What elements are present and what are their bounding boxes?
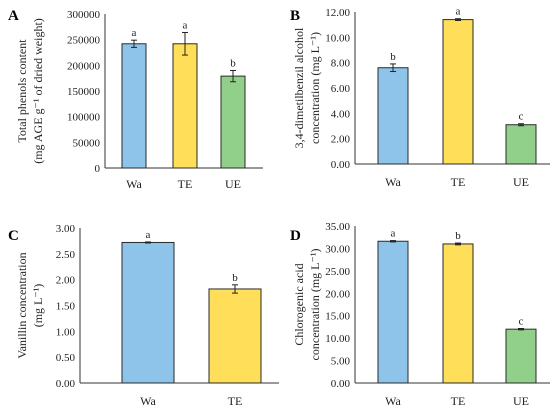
significance-letter: b — [455, 230, 461, 242]
significance-letter: a — [183, 19, 188, 31]
x-category-label: UE — [225, 177, 241, 191]
y-axis-label: concentration (mg L⁻¹) — [308, 32, 322, 144]
significance-letter: c — [519, 111, 524, 123]
x-category-label: UE — [513, 175, 529, 189]
bar-ue — [505, 124, 537, 165]
y-tick-label: 4.00 — [331, 108, 351, 120]
y-tick-label: 12.00 — [325, 7, 350, 19]
error-bar — [455, 18, 461, 21]
y-tick-label: 10.00 — [325, 32, 350, 44]
y-tick-label: 0.00 — [331, 378, 351, 390]
x-category-label: TE — [451, 175, 466, 189]
x-category-label: Wa — [126, 177, 142, 191]
y-tick-label: 25.00 — [325, 266, 350, 278]
x-category-label: Wa — [385, 394, 401, 407]
y-tick-label: 2.50 — [56, 249, 76, 261]
y-tick-label: 3.00 — [56, 223, 76, 235]
bar-wa — [377, 67, 409, 165]
bar-te — [172, 43, 198, 169]
y-tick-label: 150000 — [67, 86, 101, 98]
y-tick-label: 0.50 — [56, 352, 76, 364]
error-bar — [182, 31, 188, 56]
y-axis-label: Vanillin concentration — [15, 252, 29, 358]
y-tick-label: 5.00 — [331, 356, 351, 368]
bar-wa — [121, 43, 147, 169]
x-category-label: TE — [451, 394, 466, 407]
y-tick-label: 2.00 — [331, 134, 351, 146]
significance-letter: c — [519, 315, 524, 327]
y-axis-label: (mg AGE g⁻¹ of dried weight) — [31, 18, 45, 164]
significance-letter: a — [456, 6, 461, 18]
panel-letter: D — [290, 228, 301, 244]
panel-letter: C — [8, 228, 19, 244]
y-tick-label: 1.50 — [56, 301, 76, 313]
error-bar — [131, 39, 137, 48]
significance-letter: a — [391, 228, 396, 240]
y-tick-label: 0.00 — [56, 378, 76, 390]
y-axis-label: (mg L⁻¹) — [31, 284, 45, 328]
y-tick-label: 35.00 — [325, 221, 350, 233]
error-bar — [390, 240, 396, 243]
chart-panel-c: C Vanillin concentration (mg L⁻¹) 0.00 0.50 1… — [8, 223, 279, 407]
y-tick-label: 20.00 — [325, 288, 350, 300]
bar-te — [208, 288, 262, 384]
significance-letter: a — [132, 27, 137, 39]
y-tick-label: 0 — [95, 163, 101, 175]
y-tick-label: 15.00 — [325, 311, 350, 323]
y-axis-label: concentration (mg L⁻¹) — [308, 249, 322, 361]
bar-ue — [505, 328, 537, 384]
chart-panel-a: A Total phenols content (mg AGE g⁻¹ of dri… — [8, 8, 263, 191]
y-tick-label: 1.00 — [56, 326, 76, 338]
error-bar — [518, 327, 524, 331]
y-axis-label: 3,4-dimetilbenzil alcohol — [292, 27, 306, 148]
chart-panel-d: D Chlorogenic acid concentration (mg L⁻¹) 0… — [290, 221, 550, 407]
error-bar — [230, 69, 236, 83]
chart-panel-b: B 3,4-dimetilbenzil alcohol concentration … — [290, 6, 550, 189]
bar-te — [442, 19, 474, 165]
significance-letter: b — [390, 51, 396, 63]
error-bar — [518, 123, 524, 127]
bar-wa — [377, 240, 409, 384]
significance-letter: b — [230, 57, 236, 69]
y-tick-label: 2.00 — [56, 275, 76, 287]
y-tick-label: 300000 — [67, 9, 101, 21]
y-tick-label: 200000 — [67, 60, 101, 72]
y-tick-label: 250000 — [67, 35, 101, 47]
bar-ue — [220, 75, 246, 169]
y-tick-label: 8.00 — [331, 58, 351, 70]
panel-letter: B — [290, 8, 300, 24]
panel-letter: A — [8, 8, 19, 24]
error-bar — [390, 63, 396, 73]
x-category-label: TE — [178, 177, 193, 191]
y-tick-label: 50000 — [73, 137, 101, 149]
x-category-label: TE — [228, 394, 243, 407]
y-tick-label: 30.00 — [325, 243, 350, 255]
x-category-label: UE — [513, 394, 529, 407]
x-category-label: Wa — [385, 175, 401, 189]
error-bar — [232, 284, 238, 294]
y-tick-label: 10.00 — [325, 333, 350, 345]
error-bar — [145, 241, 151, 244]
y-tick-label: 6.00 — [331, 83, 351, 95]
significance-letter: a — [146, 229, 151, 241]
y-axis-label: Total phenols content — [15, 39, 29, 143]
y-axis-label: Chlorogenic acid — [292, 263, 306, 345]
bar-te — [442, 243, 474, 384]
y-tick-label: 0.00 — [331, 159, 351, 171]
significance-letter: b — [232, 272, 238, 284]
y-tick-label: 100000 — [67, 112, 101, 124]
error-bar — [455, 242, 461, 246]
x-category-label: Wa — [140, 394, 156, 407]
bar-wa — [121, 241, 175, 384]
